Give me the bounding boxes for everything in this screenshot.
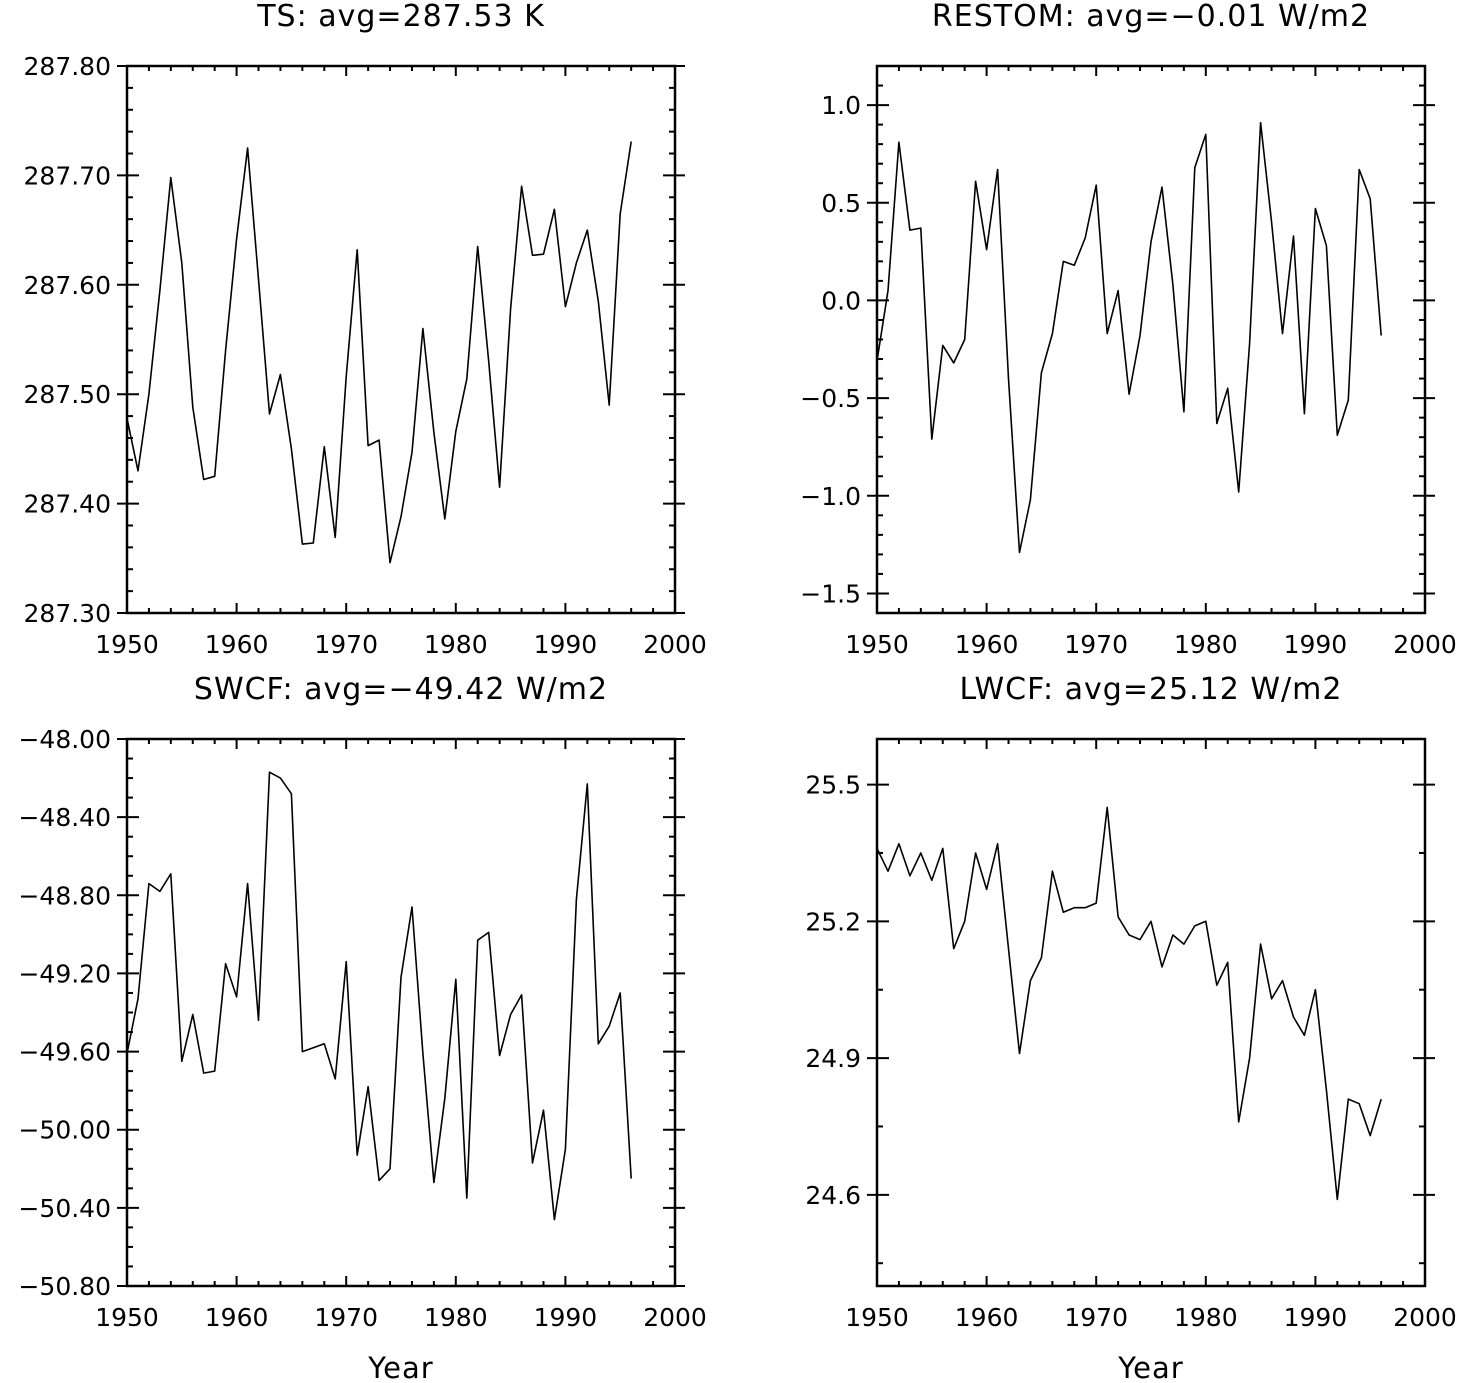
x-tick-label: 1970 bbox=[314, 630, 378, 659]
y-tick-label: −48.40 bbox=[18, 803, 111, 832]
y-tick-label: 287.30 bbox=[24, 599, 111, 628]
x-tick-label: 1970 bbox=[1064, 630, 1128, 659]
y-tick-label: −48.00 bbox=[18, 725, 111, 754]
y-tick-label: 287.50 bbox=[24, 380, 111, 409]
y-tick-label: 24.9 bbox=[805, 1044, 861, 1073]
y-tick-label: 25.2 bbox=[805, 907, 861, 936]
y-tick-label: 287.40 bbox=[24, 490, 111, 519]
x-tick-label: 1950 bbox=[95, 630, 159, 659]
x-tick-label: 1960 bbox=[955, 630, 1019, 659]
plot-frame-lwcf bbox=[875, 737, 1427, 1288]
y-tick-label: 0.0 bbox=[821, 286, 861, 315]
plot-frame-restom bbox=[875, 64, 1427, 615]
x-tick-label: 1990 bbox=[534, 630, 598, 659]
x-tick-label: 1990 bbox=[1284, 630, 1348, 659]
series-line-ts bbox=[126, 141, 632, 564]
x-tick-label: 1960 bbox=[205, 1303, 269, 1332]
y-tick-label: 287.60 bbox=[24, 271, 111, 300]
x-tick-label: 2000 bbox=[1393, 1303, 1457, 1332]
x-tick-label: 1960 bbox=[205, 630, 269, 659]
y-tick-label: 0.5 bbox=[821, 189, 861, 218]
x-tick-label: 1950 bbox=[95, 1303, 159, 1332]
panel-title-swcf: SWCF: avg=−49.42 W/m2 bbox=[194, 672, 608, 707]
x-tick-label: 1970 bbox=[1064, 1303, 1128, 1332]
y-tick-label: 1.0 bbox=[821, 91, 861, 120]
x-tick-label: 1970 bbox=[314, 1303, 378, 1332]
x-axis-label-swcf: Year bbox=[367, 1351, 433, 1383]
x-tick-label: 2000 bbox=[1393, 630, 1457, 659]
panel-lwcf: LWCF: avg=25.12 W/m2 Year 1950 1960 1970 19… bbox=[805, 672, 1456, 1383]
y-tick-label: 25.5 bbox=[805, 771, 861, 800]
y-tick-label: 287.80 bbox=[24, 52, 111, 81]
y-tick-label: −50.00 bbox=[18, 1116, 111, 1145]
x-tick-label: 2000 bbox=[643, 1303, 707, 1332]
series-line-restom bbox=[876, 121, 1382, 554]
x-tick-label: 2000 bbox=[643, 630, 707, 659]
panel-restom: RESTOM: avg=−0.01 W/m2 1950 1960 1970 1980 1… bbox=[800, 0, 1457, 659]
y-tick-label: −49.20 bbox=[18, 959, 111, 988]
x-tick-label: 1980 bbox=[424, 1303, 488, 1332]
y-tick-label: 287.70 bbox=[24, 161, 111, 190]
plot-frame-ts bbox=[125, 64, 677, 615]
panel-ts: TS: avg=287.53 K 1950 1960 1970 1980 1990 200… bbox=[24, 0, 707, 659]
y-tick-label: −1.0 bbox=[800, 482, 861, 511]
x-tick-label: 1990 bbox=[534, 1303, 598, 1332]
x-tick-label: 1980 bbox=[424, 630, 488, 659]
series-line-lwcf bbox=[876, 806, 1382, 1201]
panel-title-restom: RESTOM: avg=−0.01 W/m2 bbox=[932, 0, 1370, 34]
y-tick-label: −48.80 bbox=[18, 881, 111, 910]
x-tick-label: 1990 bbox=[1284, 1303, 1348, 1332]
x-tick-label: 1960 bbox=[955, 1303, 1019, 1332]
panel-title-ts: TS: avg=287.53 K bbox=[256, 0, 545, 34]
x-tick-label: 1980 bbox=[1174, 630, 1238, 659]
y-tick-label: −50.80 bbox=[18, 1272, 111, 1301]
x-tick-label: 1980 bbox=[1174, 1303, 1238, 1332]
y-tick-label: −50.40 bbox=[18, 1194, 111, 1223]
y-tick-label: −0.5 bbox=[800, 384, 861, 413]
y-tick-label: 24.6 bbox=[805, 1181, 861, 1210]
x-tick-label: 1950 bbox=[845, 630, 909, 659]
x-axis-label-lwcf: Year bbox=[1117, 1351, 1183, 1383]
panel-title-lwcf: LWCF: avg=25.12 W/m2 bbox=[960, 672, 1343, 707]
panel-swcf: SWCF: avg=−49.42 W/m2 Year 1950 1960 1970 1… bbox=[18, 672, 706, 1383]
y-tick-label: −49.60 bbox=[18, 1038, 111, 1067]
y-tick-label: −1.5 bbox=[800, 579, 861, 608]
series-line-swcf bbox=[126, 771, 632, 1221]
x-tick-label: 1950 bbox=[845, 1303, 909, 1332]
plot-frame-swcf bbox=[125, 737, 677, 1288]
